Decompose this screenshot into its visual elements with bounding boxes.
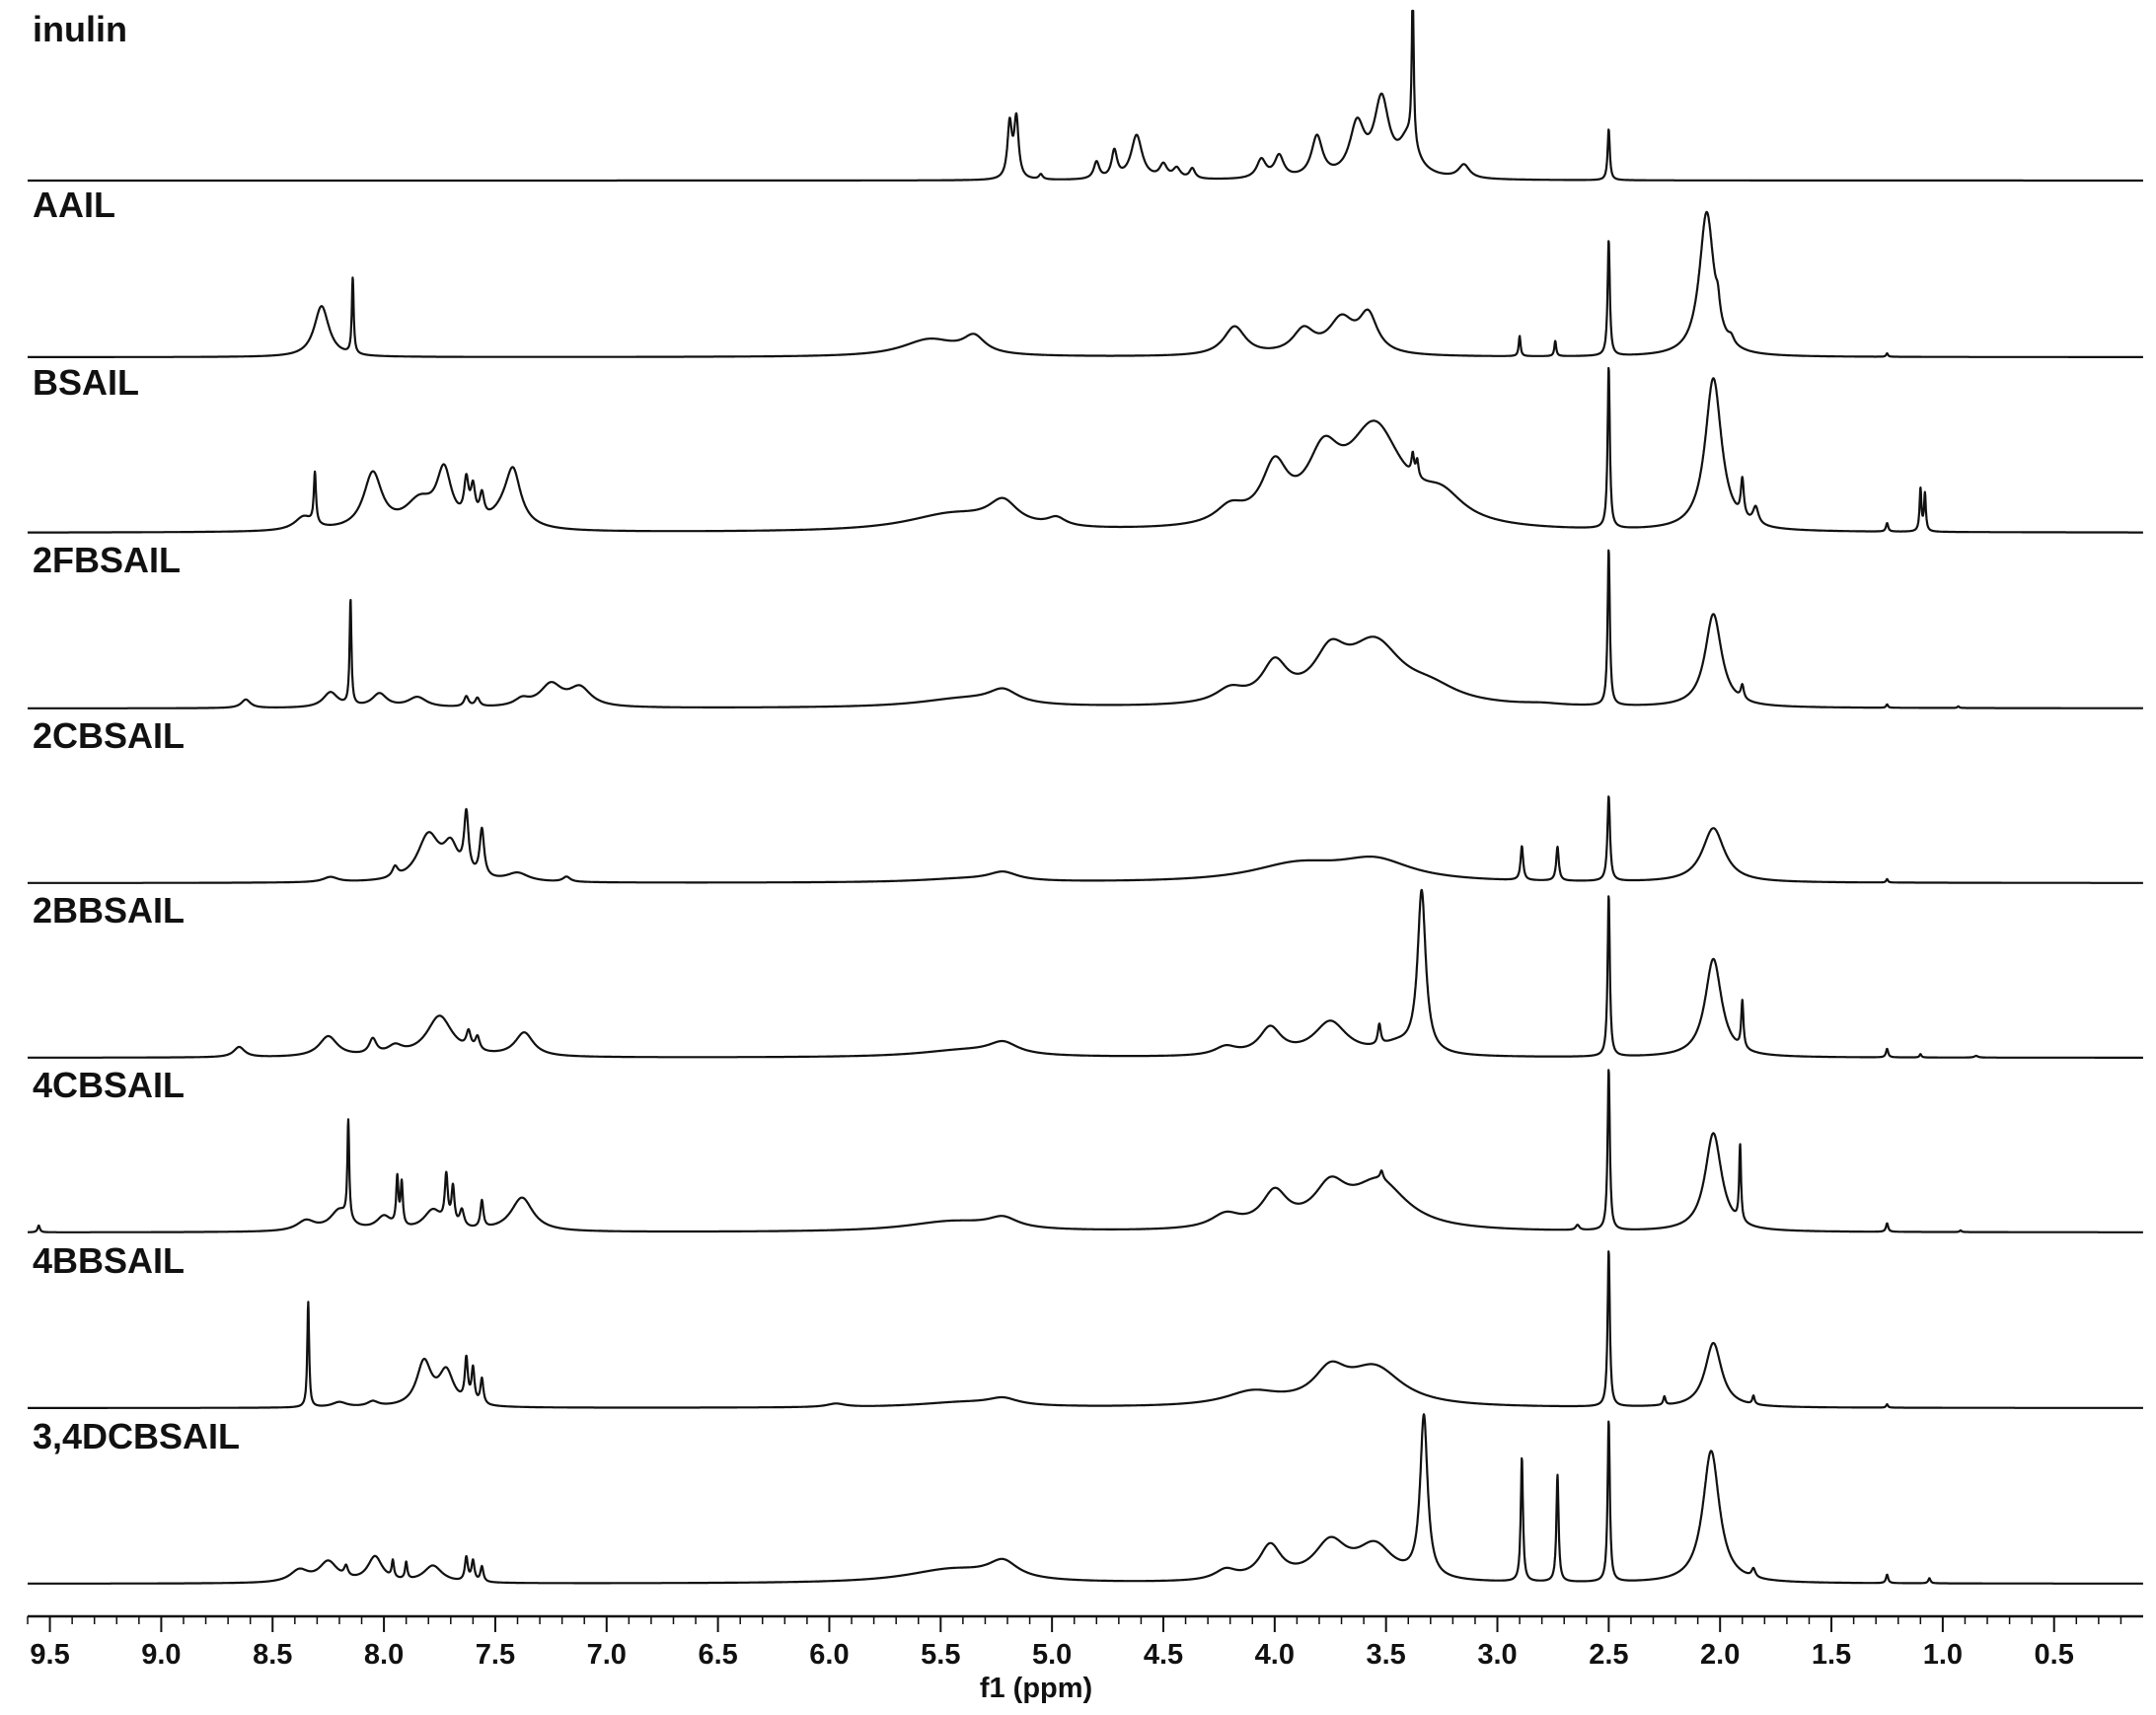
x-axis-ticks: 9.5 9.0 8.5 8.0 7.5 7.0 6.5 6.0 5.5 5.0 4.5 4.0 3.5 3… xyxy=(27,1616,2122,1671)
x-tick-label: 4.5 xyxy=(1144,1639,1183,1671)
x-tick-label: 3.0 xyxy=(1477,1639,1517,1671)
x-axis: 9.5 9.0 8.5 8.0 7.5 7.0 6.5 6.0 5.5 5.0 4.5 4.0 3.5 3… xyxy=(27,1614,2143,1704)
x-tick-label: 6.5 xyxy=(698,1639,737,1671)
x-tick-label: 7.5 xyxy=(476,1639,515,1671)
spectrum-trace-bsail xyxy=(27,366,2144,534)
x-tick-label: 5.0 xyxy=(1032,1639,1072,1671)
x-tick-label: 8.0 xyxy=(364,1639,404,1671)
x-tick-label: 7.0 xyxy=(587,1639,627,1671)
x-axis-title: f1 (ppm) xyxy=(980,1673,1092,1704)
spectrum-label-2cbsail: 2CBSAIL xyxy=(33,715,185,756)
spectrum-label-inulin: inulin xyxy=(33,9,127,49)
spectrum-trace-inulin xyxy=(27,9,2144,183)
spectrum-trace-4cbsail xyxy=(27,1069,2144,1233)
spectrum-trace-2bbsail xyxy=(27,888,2144,1059)
x-tick-label: 9.5 xyxy=(30,1639,69,1671)
spectrum-traces xyxy=(27,9,2144,1585)
x-tick-label: 5.5 xyxy=(921,1639,960,1671)
spectrum-label-4bbsail: 4BBSAIL xyxy=(33,1240,185,1281)
x-tick-label: 1.5 xyxy=(1812,1639,1851,1671)
spectrum-label-2bbsail: 2BBSAIL xyxy=(33,890,185,931)
spectrum-trace-2cbsail xyxy=(27,795,2144,884)
x-tick-label: 3.5 xyxy=(1367,1639,1406,1671)
x-tick-label: 8.5 xyxy=(253,1639,292,1671)
spectrum-label-3-4dcbsail: 3,4DCBSAIL xyxy=(33,1416,240,1456)
spectrum-label-4cbsail: 4CBSAIL xyxy=(33,1065,185,1105)
spectrum-label-2fbsail: 2FBSAIL xyxy=(33,540,181,580)
x-tick-label: 2.0 xyxy=(1700,1639,1740,1671)
spectrum-labels: inulin AAIL BSAIL 2FBSAIL 2CBSAIL 2BBSAIL 4CBS… xyxy=(33,9,240,1456)
x-tick-label: 1.0 xyxy=(1923,1639,1963,1671)
x-tick-label: 6.0 xyxy=(809,1639,849,1671)
x-tick-label: 4.0 xyxy=(1255,1639,1295,1671)
spectrum-trace-2fbsail xyxy=(27,549,2144,709)
spectrum-trace-4bbsail xyxy=(27,1250,2144,1409)
x-tick-label: 9.0 xyxy=(141,1639,181,1671)
x-tick-label: 2.5 xyxy=(1589,1639,1628,1671)
spectrum-trace-3-4dcbsail xyxy=(27,1413,2144,1585)
x-tick-label: 0.5 xyxy=(2035,1639,2074,1671)
spectrum-label-aail: AAIL xyxy=(33,185,115,225)
spectrum-trace-aail xyxy=(27,210,2144,358)
spectrum-label-bsail: BSAIL xyxy=(33,362,139,403)
